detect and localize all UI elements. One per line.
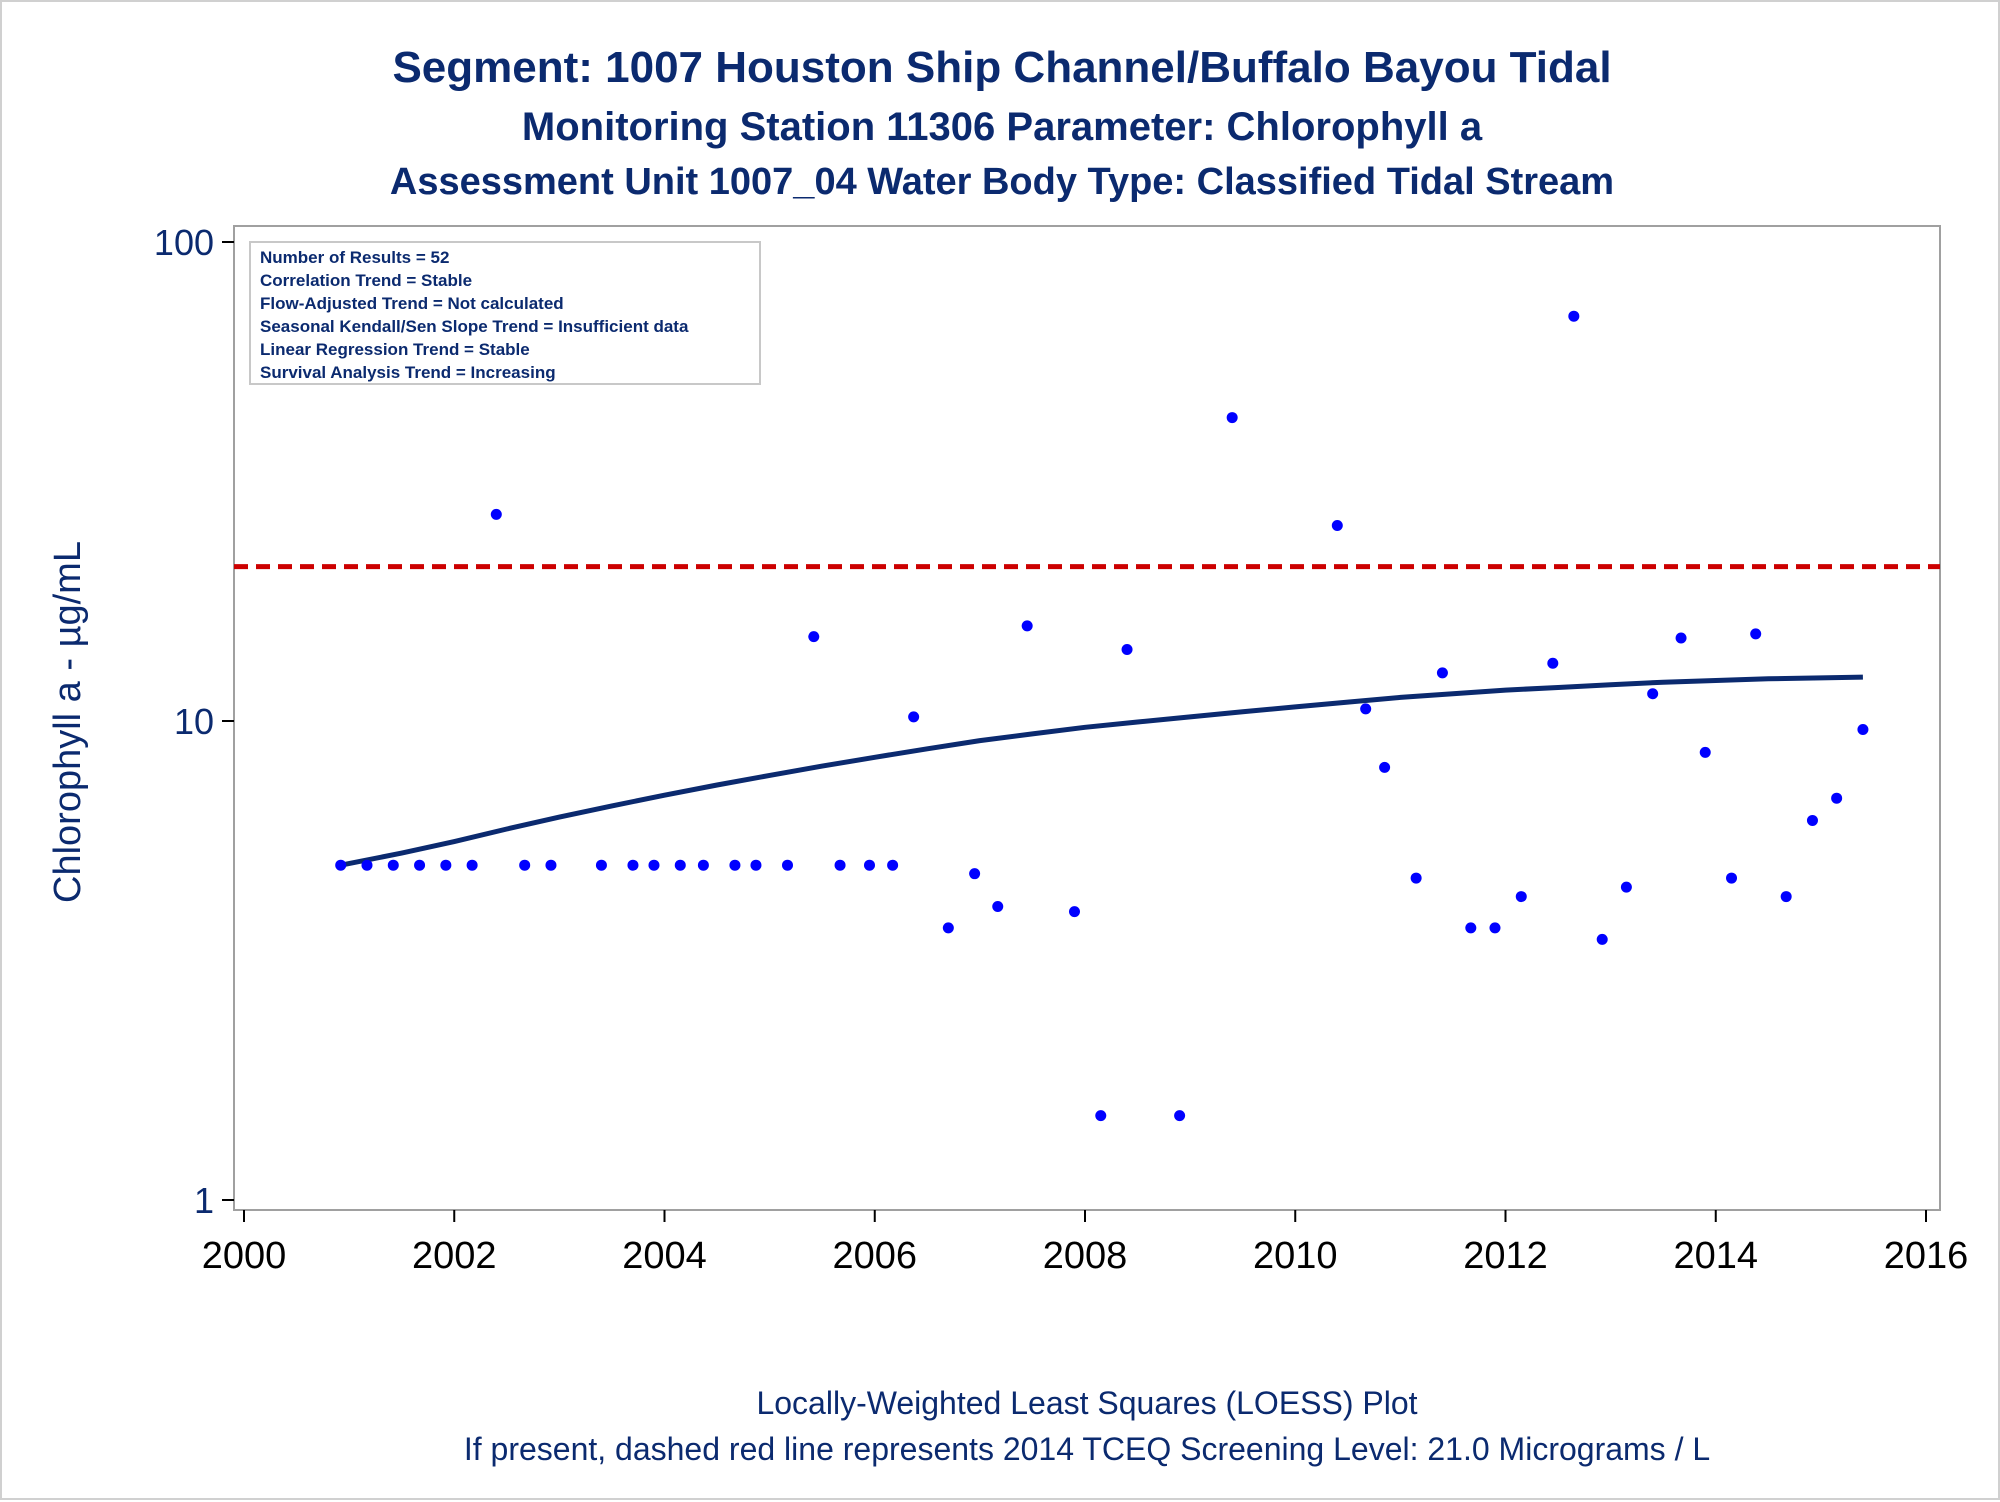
data-point [1647, 688, 1659, 700]
x-tick-label: 2014 [1673, 1235, 1758, 1277]
data-point [1596, 933, 1608, 945]
data-point [1174, 1110, 1186, 1122]
data-point [992, 900, 1004, 912]
data-point [1465, 922, 1477, 934]
data-point [1726, 872, 1738, 884]
data-point [1857, 723, 1869, 735]
data-point [1547, 657, 1559, 669]
data-point [808, 631, 820, 643]
data-point [942, 922, 954, 934]
chart-subtitle-2: Assessment Unit 1007_04 Water Body Type:… [390, 161, 1614, 203]
data-point [545, 859, 557, 871]
stats-box-frame [249, 241, 761, 385]
data-point [490, 508, 502, 520]
chart-title: Segment: 1007 Houston Ship Channel/Buffa… [392, 43, 1611, 92]
data-point [595, 859, 607, 871]
chart-subtitle: Monitoring Station 11306 Parameter: Chlo… [522, 105, 1483, 149]
data-point [335, 859, 347, 871]
x-tick-label: 2006 [832, 1235, 917, 1277]
data-point [1780, 891, 1792, 903]
data-point [1675, 632, 1687, 644]
plot-frame [233, 225, 1941, 1211]
stats-box: Number of Results = 52 Correlation Trend … [249, 241, 761, 385]
data-point [729, 859, 741, 871]
data-point [387, 859, 399, 871]
x-tick-label: 2016 [1884, 1235, 1969, 1277]
data-point [969, 868, 981, 880]
stats-box-line: Survival Analysis Trend = Increasing [260, 363, 556, 382]
data-point [519, 859, 531, 871]
stats-box-line: Number of Results = 52 [260, 248, 449, 267]
loess-curve [340, 674, 1863, 868]
x-tick-label: 2010 [1253, 1235, 1338, 1277]
y-tick-label: 1 [194, 1180, 214, 1221]
data-point [1410, 872, 1422, 884]
data-point [781, 859, 793, 871]
data-point [466, 859, 478, 871]
x-tick-label: 2002 [412, 1235, 497, 1277]
data-point [648, 859, 660, 871]
data-point [1121, 644, 1133, 656]
data-point [1226, 412, 1238, 424]
data-point [1379, 761, 1391, 773]
y-tick-label: 10 [174, 701, 214, 742]
data-point [1831, 792, 1843, 804]
x-tick-label: 2004 [622, 1235, 707, 1277]
data-point [1750, 628, 1762, 640]
data-point [1489, 922, 1501, 934]
y-axis-label: Chlorophyll a - µg/mL [47, 541, 89, 903]
plot-area: 2000 2002 2004 2006 2008 2010 2012 2014 2016 1 10 1… [154, 222, 1968, 1277]
data-point [1068, 906, 1080, 918]
data-point [1331, 519, 1343, 531]
x-tick-label: 2008 [1043, 1235, 1128, 1277]
data-point [1568, 310, 1580, 322]
data-point [414, 859, 426, 871]
data-point [887, 859, 899, 871]
data-point [1436, 667, 1448, 679]
stats-box-line: Flow-Adjusted Trend = Not calculated [260, 294, 564, 313]
stats-box-line: Seasonal Kendall/Sen Slope Trend = Insuf… [260, 317, 689, 336]
data-point [1620, 881, 1632, 893]
data-point [1806, 814, 1818, 826]
data-point [863, 859, 875, 871]
y-tick-label: 100 [154, 222, 214, 263]
data-point [627, 859, 639, 871]
data-point [1021, 620, 1033, 632]
data-point [750, 859, 762, 871]
footnote-1: Locally-Weighted Least Squares (LOESS) P… [756, 1385, 1417, 1421]
footnote-2: If present, dashed red line represents 2… [464, 1431, 1710, 1467]
stats-box-line: Linear Regression Trend = Stable [260, 340, 530, 359]
data-point [834, 859, 846, 871]
data-point [1360, 703, 1372, 715]
data-point [674, 859, 686, 871]
stats-box-line: Correlation Trend = Stable [260, 271, 472, 290]
data-point [1095, 1110, 1107, 1122]
data-point [440, 859, 452, 871]
data-point [697, 859, 709, 871]
data-point [1515, 891, 1527, 903]
data-point [1699, 746, 1711, 758]
x-tick-label: 2012 [1463, 1235, 1548, 1277]
data-point [361, 859, 373, 871]
data-point [908, 711, 920, 723]
x-tick-label: 2000 [202, 1235, 287, 1277]
